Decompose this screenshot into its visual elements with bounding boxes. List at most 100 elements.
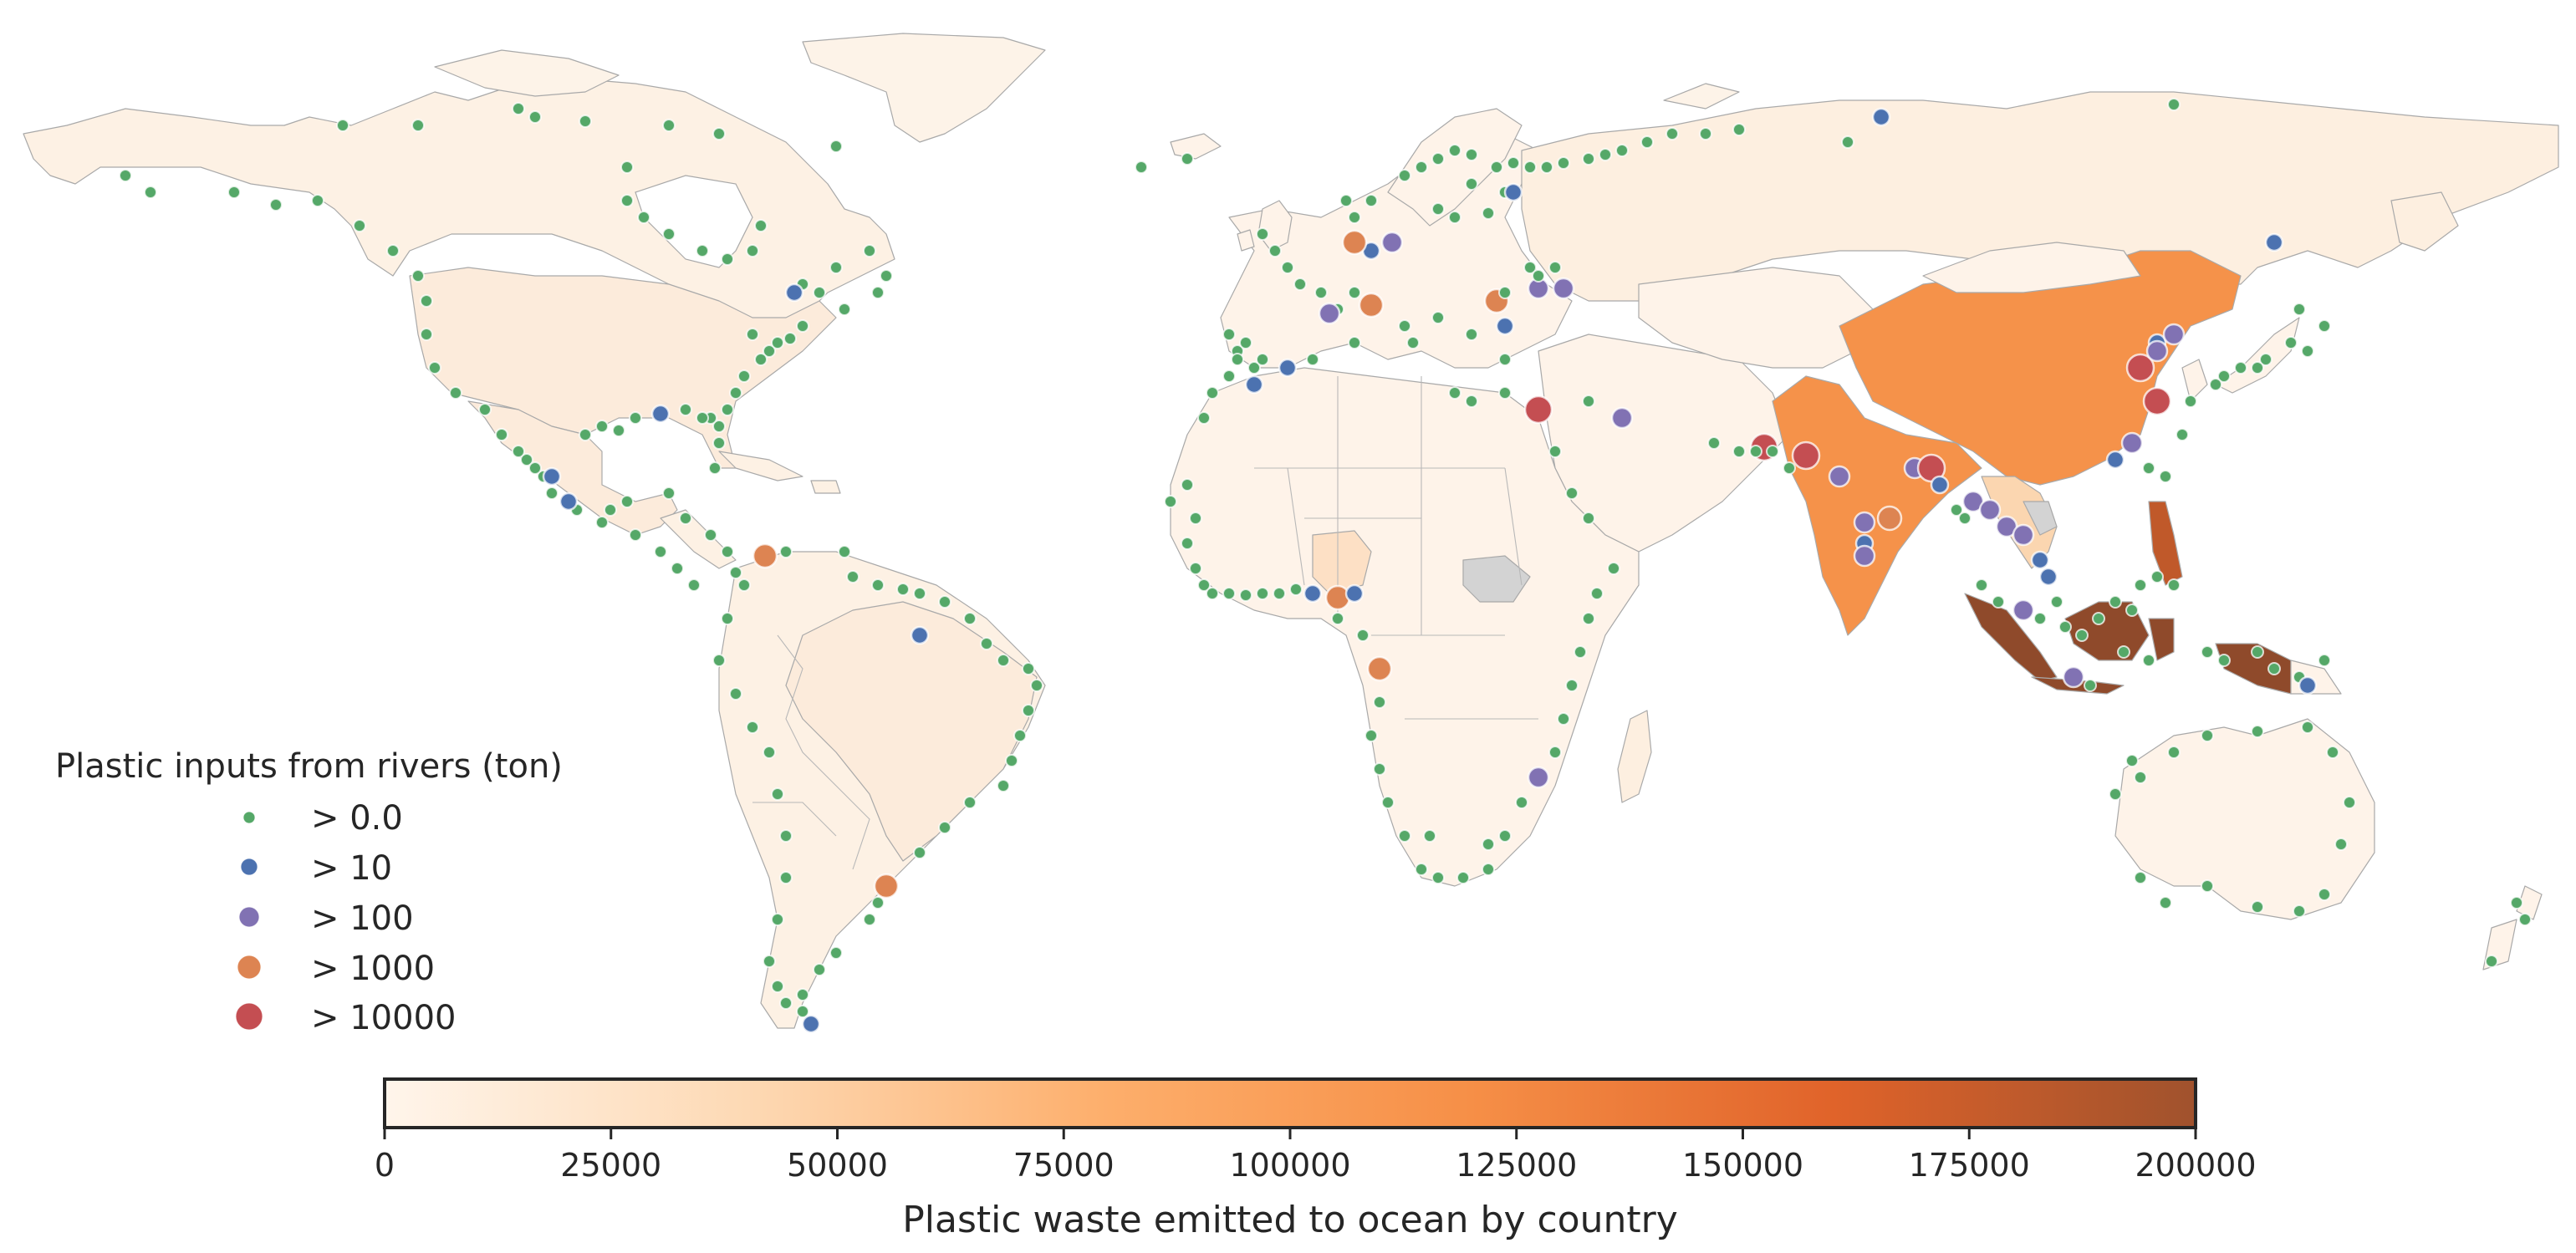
river-input-point xyxy=(829,946,843,960)
river-input-point xyxy=(1431,202,1445,216)
river-input-point xyxy=(2167,578,2181,592)
legend-marker-gt-1000 xyxy=(237,955,262,980)
legend: Plastic inputs from rivers (ton) > 0.0 >… xyxy=(55,747,563,1037)
river-input-point xyxy=(910,625,930,645)
river-input-point xyxy=(2142,654,2155,667)
legend-label-gt-10: > 10 xyxy=(311,849,392,888)
river-input-point xyxy=(1356,629,1370,642)
river-input-point xyxy=(1365,194,1378,207)
river-input-point xyxy=(796,988,809,1001)
world-map xyxy=(23,33,2559,1029)
river-input-point xyxy=(763,955,776,968)
river-input-point xyxy=(1431,311,1445,324)
river-input-point xyxy=(2162,323,2186,346)
river-input-point xyxy=(1548,746,1562,759)
river-input-point xyxy=(1456,871,1470,884)
river-input-point xyxy=(1548,445,1562,458)
river-input-point xyxy=(846,570,860,583)
river-input-point xyxy=(2485,955,2498,968)
river-input-point xyxy=(1398,319,1411,333)
legend-marker-gt-10 xyxy=(240,858,258,876)
colorbar: 0 25000 50000 75000 100000 125000 150000 175000… xyxy=(375,1077,2257,1241)
river-input-point xyxy=(1699,127,1712,140)
river-input-point xyxy=(708,461,722,475)
river-input-point xyxy=(2518,913,2532,926)
river-input-point xyxy=(2012,598,2035,622)
colorbar-tick-label: 175000 xyxy=(1909,1147,2030,1184)
river-input-point xyxy=(2184,395,2197,408)
river-input-point xyxy=(1523,261,1537,274)
river-input-point xyxy=(863,244,876,257)
river-input-point xyxy=(2159,470,2172,483)
river-input-point xyxy=(1707,436,1721,450)
river-input-point xyxy=(1278,358,1298,378)
river-input-point xyxy=(796,319,809,333)
river-input-point xyxy=(1582,512,1595,525)
river-input-point xyxy=(311,194,324,207)
river-input-point xyxy=(721,612,734,625)
river-input-point xyxy=(997,779,1010,792)
river-input-point xyxy=(1293,278,1307,291)
legend-label-gt-1000: > 1000 xyxy=(311,950,435,988)
river-input-point xyxy=(1324,584,1351,611)
river-input-point xyxy=(1640,135,1654,149)
river-input-point xyxy=(2125,353,2155,383)
river-input-point xyxy=(771,787,784,801)
river-input-point xyxy=(2201,879,2214,893)
river-input-point xyxy=(1599,148,1612,161)
river-input-point xyxy=(1871,107,1891,127)
river-input-point xyxy=(1306,353,1319,366)
country-ireland xyxy=(1237,229,1255,252)
river-input-point xyxy=(1344,583,1365,604)
river-input-point xyxy=(2217,654,2231,667)
river-input-point xyxy=(829,140,843,153)
river-input-point xyxy=(595,516,609,529)
colorbar-tick-label: 125000 xyxy=(1456,1147,1577,1184)
river-input-point xyxy=(2326,746,2339,759)
river-input-point xyxy=(2030,550,2050,570)
river-input-point xyxy=(420,294,433,308)
river-input-point xyxy=(783,332,797,345)
river-input-point xyxy=(1164,495,1177,508)
river-input-point xyxy=(1365,729,1378,742)
river-input-point xyxy=(227,186,241,199)
river-input-point xyxy=(2234,361,2247,374)
river-input-point xyxy=(1448,386,1461,400)
country-korea xyxy=(2181,359,2208,402)
country-iceland xyxy=(1170,133,1222,160)
river-input-point xyxy=(829,261,843,274)
legend-label-gt-10000: > 10000 xyxy=(311,999,456,1037)
river-input-point xyxy=(1398,169,1411,182)
river-input-point xyxy=(662,227,676,241)
river-input-point xyxy=(2251,361,2264,374)
river-input-point xyxy=(1574,645,1587,659)
river-input-point xyxy=(411,119,425,132)
river-input-point xyxy=(1247,361,1261,374)
river-input-point xyxy=(1978,498,2002,522)
river-input-point xyxy=(2167,98,2181,111)
river-input-point xyxy=(2092,612,2105,625)
river-input-point xyxy=(913,587,926,600)
river-input-point xyxy=(2510,896,2523,909)
river-input-point xyxy=(2134,871,2147,884)
legend-marker-gt-10000 xyxy=(235,1002,263,1031)
river-input-point xyxy=(1381,796,1395,809)
river-input-point xyxy=(1791,441,1821,471)
river-input-point xyxy=(1482,838,1495,851)
country-usa xyxy=(409,267,837,469)
river-input-point xyxy=(2201,729,2214,742)
river-input-point xyxy=(1348,211,1361,224)
river-input-point xyxy=(1482,863,1495,876)
river-input-point xyxy=(1423,829,1436,843)
river-input-point xyxy=(269,198,283,211)
river-input-point xyxy=(1582,395,1595,408)
country-africa xyxy=(1170,367,1640,887)
river-input-point xyxy=(871,896,885,909)
legend-item-gt-100: > 100 xyxy=(238,899,414,938)
river-input-point xyxy=(2259,353,2272,366)
river-input-point xyxy=(2058,620,2072,634)
river-input-point xyxy=(612,424,625,437)
river-input-point xyxy=(1268,244,1282,257)
river-input-point xyxy=(696,244,709,257)
river-input-point xyxy=(679,512,692,525)
